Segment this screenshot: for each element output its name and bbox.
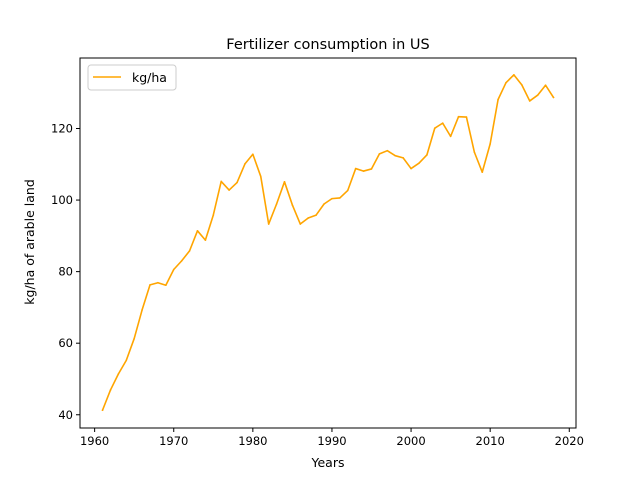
- x-tick-label: 1980: [238, 434, 267, 448]
- data-point: [228, 189, 230, 191]
- y-tick-label: 100: [51, 193, 73, 207]
- data-point: [449, 135, 452, 138]
- data-point: [204, 239, 207, 241]
- data-point: [473, 151, 476, 153]
- data-point: [481, 171, 484, 173]
- axes-frame: [79, 57, 577, 429]
- data-point: [252, 153, 254, 156]
- data-point: [465, 116, 468, 118]
- data-point: [497, 98, 499, 101]
- data-point: [101, 409, 104, 411]
- data-point: [283, 181, 286, 183]
- data-point: [426, 154, 428, 156]
- data-point: [149, 284, 151, 286]
- data-point: [133, 337, 135, 340]
- data-point: [457, 115, 460, 118]
- data-point: [339, 197, 341, 199]
- data-point: [505, 81, 507, 84]
- x-axis-label: Years: [311, 455, 345, 470]
- data-point: [386, 149, 389, 152]
- y-tick-label: 40: [58, 408, 73, 422]
- data-point: [220, 180, 223, 183]
- data-point: [125, 359, 128, 362]
- data-point: [157, 281, 159, 284]
- chart-title: Fertilizer consumption in US: [226, 37, 429, 53]
- data-point: [521, 84, 523, 86]
- data-point: [291, 204, 294, 206]
- data-point: [323, 203, 325, 205]
- data-point: [418, 162, 420, 164]
- data-point: [433, 127, 436, 129]
- x-tick-label: 2000: [396, 434, 425, 448]
- data-point: [544, 84, 547, 86]
- data-point: [299, 223, 302, 225]
- data-point: [370, 168, 373, 170]
- y-tick-label: 120: [51, 121, 73, 135]
- data-point: [172, 268, 175, 271]
- x-tick-label: 1970: [159, 434, 188, 448]
- data-point: [180, 260, 183, 262]
- data-point: [196, 230, 199, 232]
- data-point: [441, 122, 444, 124]
- data-point: [267, 223, 270, 225]
- x-tick-label: 2020: [555, 434, 584, 448]
- data-point: [117, 373, 120, 375]
- data-point: [275, 203, 278, 205]
- data-point: [402, 157, 404, 159]
- data-point: [141, 309, 143, 311]
- data-point: [315, 214, 317, 216]
- x-tick-label: 1960: [80, 434, 109, 448]
- y-axis-label: kg/ha of arable land: [22, 179, 37, 304]
- data-point: [489, 143, 491, 145]
- data-point: [331, 197, 333, 200]
- data-point: [165, 284, 167, 287]
- data-point: [244, 163, 246, 165]
- axes: 1960 1970 1980 1990 2000 2010 2020 40 60 80 100 120: [51, 57, 584, 448]
- data-point: [552, 96, 555, 99]
- data-point: [362, 170, 365, 172]
- y-tick-label: 60: [58, 336, 73, 350]
- data-point: [513, 74, 515, 76]
- data-point: [236, 181, 238, 184]
- legend-label: kg/ha: [132, 70, 167, 85]
- y-tick-label: 80: [58, 265, 73, 279]
- data-point: [528, 100, 531, 102]
- series-line-0: [101, 74, 555, 412]
- data-point: [307, 217, 310, 219]
- x-tick-label: 2010: [476, 434, 505, 448]
- data-point: [394, 154, 397, 157]
- data-point: [354, 167, 357, 170]
- data-point: [378, 153, 381, 155]
- data-point: [259, 175, 262, 178]
- data-point: [109, 389, 112, 391]
- plot-area: [101, 74, 555, 412]
- data-point: [536, 94, 539, 97]
- data-point: [212, 214, 215, 216]
- data-point: [410, 167, 412, 170]
- x-tick-label: 1990: [317, 434, 346, 448]
- data-point: [188, 250, 191, 252]
- legend: kg/ha: [87, 64, 177, 91]
- legend-box: [87, 64, 177, 91]
- data-point: [346, 189, 349, 192]
